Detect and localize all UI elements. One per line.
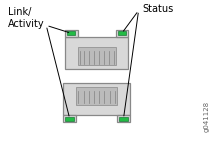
Text: g041128: g041128 xyxy=(204,101,210,132)
Bar xyxy=(117,115,130,122)
Bar xyxy=(63,83,130,115)
Bar xyxy=(76,87,117,105)
Bar xyxy=(65,30,78,37)
Bar xyxy=(118,31,126,35)
Bar xyxy=(67,31,76,35)
Bar xyxy=(65,117,74,121)
Bar xyxy=(78,47,116,65)
Text: Status: Status xyxy=(143,4,174,14)
Bar xyxy=(63,115,76,122)
Bar xyxy=(116,30,128,37)
Bar xyxy=(65,37,128,69)
Bar xyxy=(119,117,128,121)
Text: Link/
Activity: Link/ Activity xyxy=(8,7,45,29)
